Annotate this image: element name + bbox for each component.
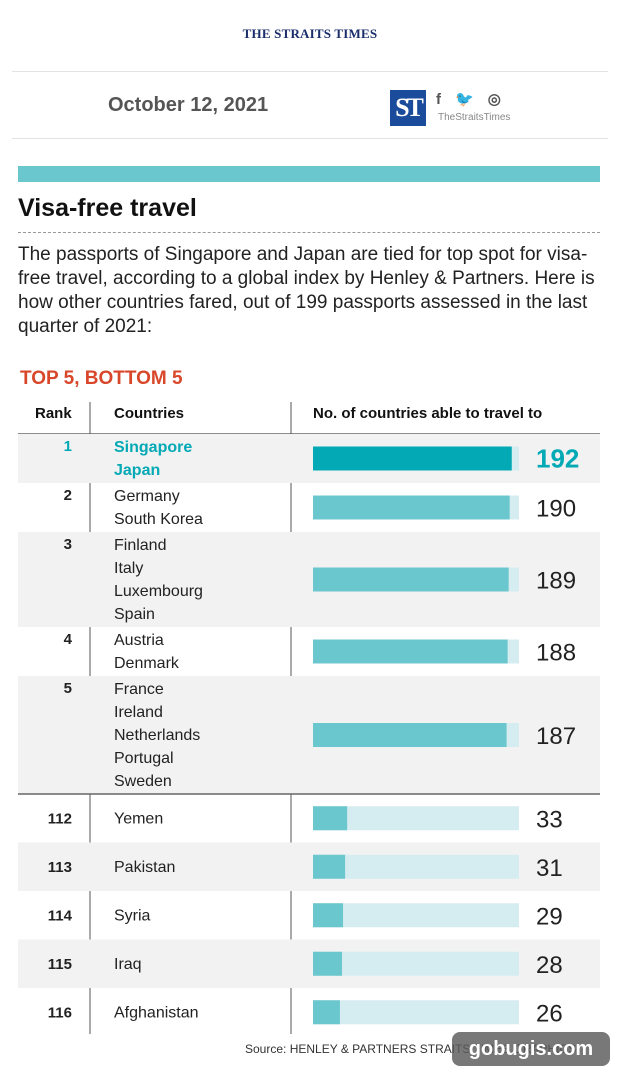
value-label: 189 — [536, 568, 576, 595]
country-label: Yemen — [114, 810, 163, 827]
bar-track — [313, 1000, 519, 1025]
country-label: Sweden — [114, 773, 172, 790]
dashed-divider — [18, 232, 600, 233]
country-label: Pakistan — [114, 859, 175, 876]
country-label: Luxembourg — [114, 583, 203, 600]
facebook-icon[interactable]: f — [436, 90, 441, 108]
accent-bar — [18, 166, 600, 182]
value-label: 28 — [536, 952, 563, 979]
twitter-icon[interactable]: 🐦 — [455, 91, 474, 108]
rank-label: 5 — [64, 680, 72, 697]
rank-label: 4 — [64, 631, 73, 648]
country-label: Portugal — [114, 750, 174, 767]
country-label: Spain — [114, 606, 155, 623]
column-header-rank: Rank — [35, 405, 72, 422]
bar — [313, 854, 346, 879]
rank-label: 112 — [48, 810, 72, 827]
st-logo-icon[interactable]: ST — [390, 90, 426, 126]
rank-label: 116 — [48, 1004, 72, 1021]
bar-track — [313, 806, 519, 831]
country-label: Ireland — [114, 704, 163, 721]
bar — [313, 951, 342, 976]
value-label: 33 — [536, 806, 563, 833]
masthead: THE STRAITS TIMES — [242, 26, 378, 41]
bar — [313, 446, 512, 471]
visa-free-chart: Rank Countries No. of countries able to tr… — [18, 402, 600, 1034]
country-label: Netherlands — [114, 727, 200, 744]
bar-track — [313, 854, 519, 879]
header-divider — [12, 71, 608, 72]
country-label: Singapore — [114, 439, 192, 456]
value-label: 188 — [536, 640, 576, 667]
country-label: Denmark — [114, 655, 180, 672]
rank-label: 113 — [48, 859, 72, 876]
country-label: Italy — [114, 560, 143, 577]
social-handle: TheStraitsTimes — [438, 112, 511, 123]
country-label: Austria — [114, 632, 164, 649]
country-label: Syria — [114, 907, 151, 924]
chart-subheading: TOP 5, BOTTOM 5 — [20, 368, 183, 389]
country-label: Iraq — [114, 956, 142, 973]
bar — [313, 567, 509, 592]
value-label: 190 — [536, 496, 576, 523]
value-label: 26 — [536, 1000, 563, 1027]
rank-label: 3 — [64, 536, 72, 553]
bar — [313, 903, 344, 928]
article-title: Visa-free travel — [18, 194, 197, 222]
bar — [313, 639, 508, 664]
country-label: Germany — [114, 488, 180, 505]
publish-date: October 12, 2021 — [108, 94, 269, 116]
bar — [313, 723, 507, 747]
bar — [313, 495, 510, 520]
bar-track — [313, 951, 519, 976]
value-label: 31 — [536, 855, 563, 882]
article-description: The passports of Singapore and Japan are… — [18, 244, 595, 337]
watermark: gobugis.com — [452, 1032, 610, 1066]
value-label: 29 — [536, 903, 563, 930]
column-header-value: No. of countries able to travel to — [313, 405, 542, 422]
value-label: 187 — [536, 723, 576, 750]
rank-label: 2 — [64, 487, 72, 504]
header-divider-bottom — [12, 138, 608, 139]
country-label: Japan — [114, 462, 160, 479]
rank-label: 114 — [48, 907, 73, 924]
country-label: Afghanistan — [114, 1004, 199, 1021]
country-label: South Korea — [114, 511, 203, 528]
rank-label: 115 — [48, 956, 72, 973]
rank-label: 1 — [64, 438, 72, 455]
value-label: 192 — [536, 444, 579, 474]
bar-track — [313, 903, 519, 928]
instagram-icon[interactable]: ◎ — [487, 91, 501, 108]
country-label: Finland — [114, 537, 166, 554]
social-links: f 🐦 ◎ — [436, 90, 501, 109]
bar — [313, 1000, 340, 1025]
bar — [313, 806, 348, 831]
column-header-countries: Countries — [114, 405, 184, 422]
country-label: France — [114, 681, 164, 698]
